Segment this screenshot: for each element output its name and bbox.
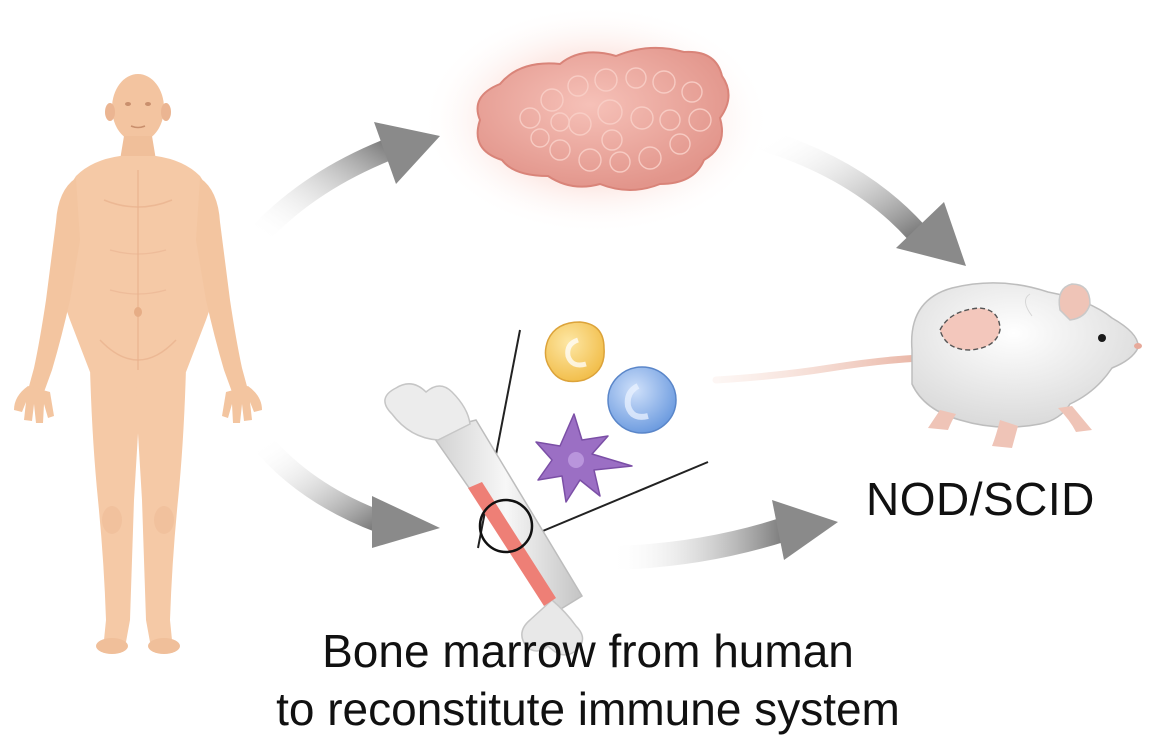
arrow-bone-to-mouse <box>598 500 838 570</box>
caption: Bone marrow from human to reconstitute i… <box>0 622 1176 738</box>
tumor-icon <box>421 5 771 235</box>
mouse-strain-label: NOD/SCID <box>866 473 1095 525</box>
human-body-icon <box>14 74 262 654</box>
mouse-icon <box>712 282 1142 448</box>
bone-icon <box>384 329 709 656</box>
dendritic-cell-icon <box>535 413 633 503</box>
arrow-human-to-tumor <box>247 122 440 247</box>
arrow-human-to-bone <box>251 431 440 548</box>
immune-cell-blue-icon <box>607 366 677 434</box>
immune-cell-yellow-icon <box>544 321 605 383</box>
arrow-tumor-to-mouse <box>753 129 966 266</box>
caption-line-1: Bone marrow from human <box>322 625 854 677</box>
caption-line-2: to reconstitute immune system <box>276 683 900 735</box>
